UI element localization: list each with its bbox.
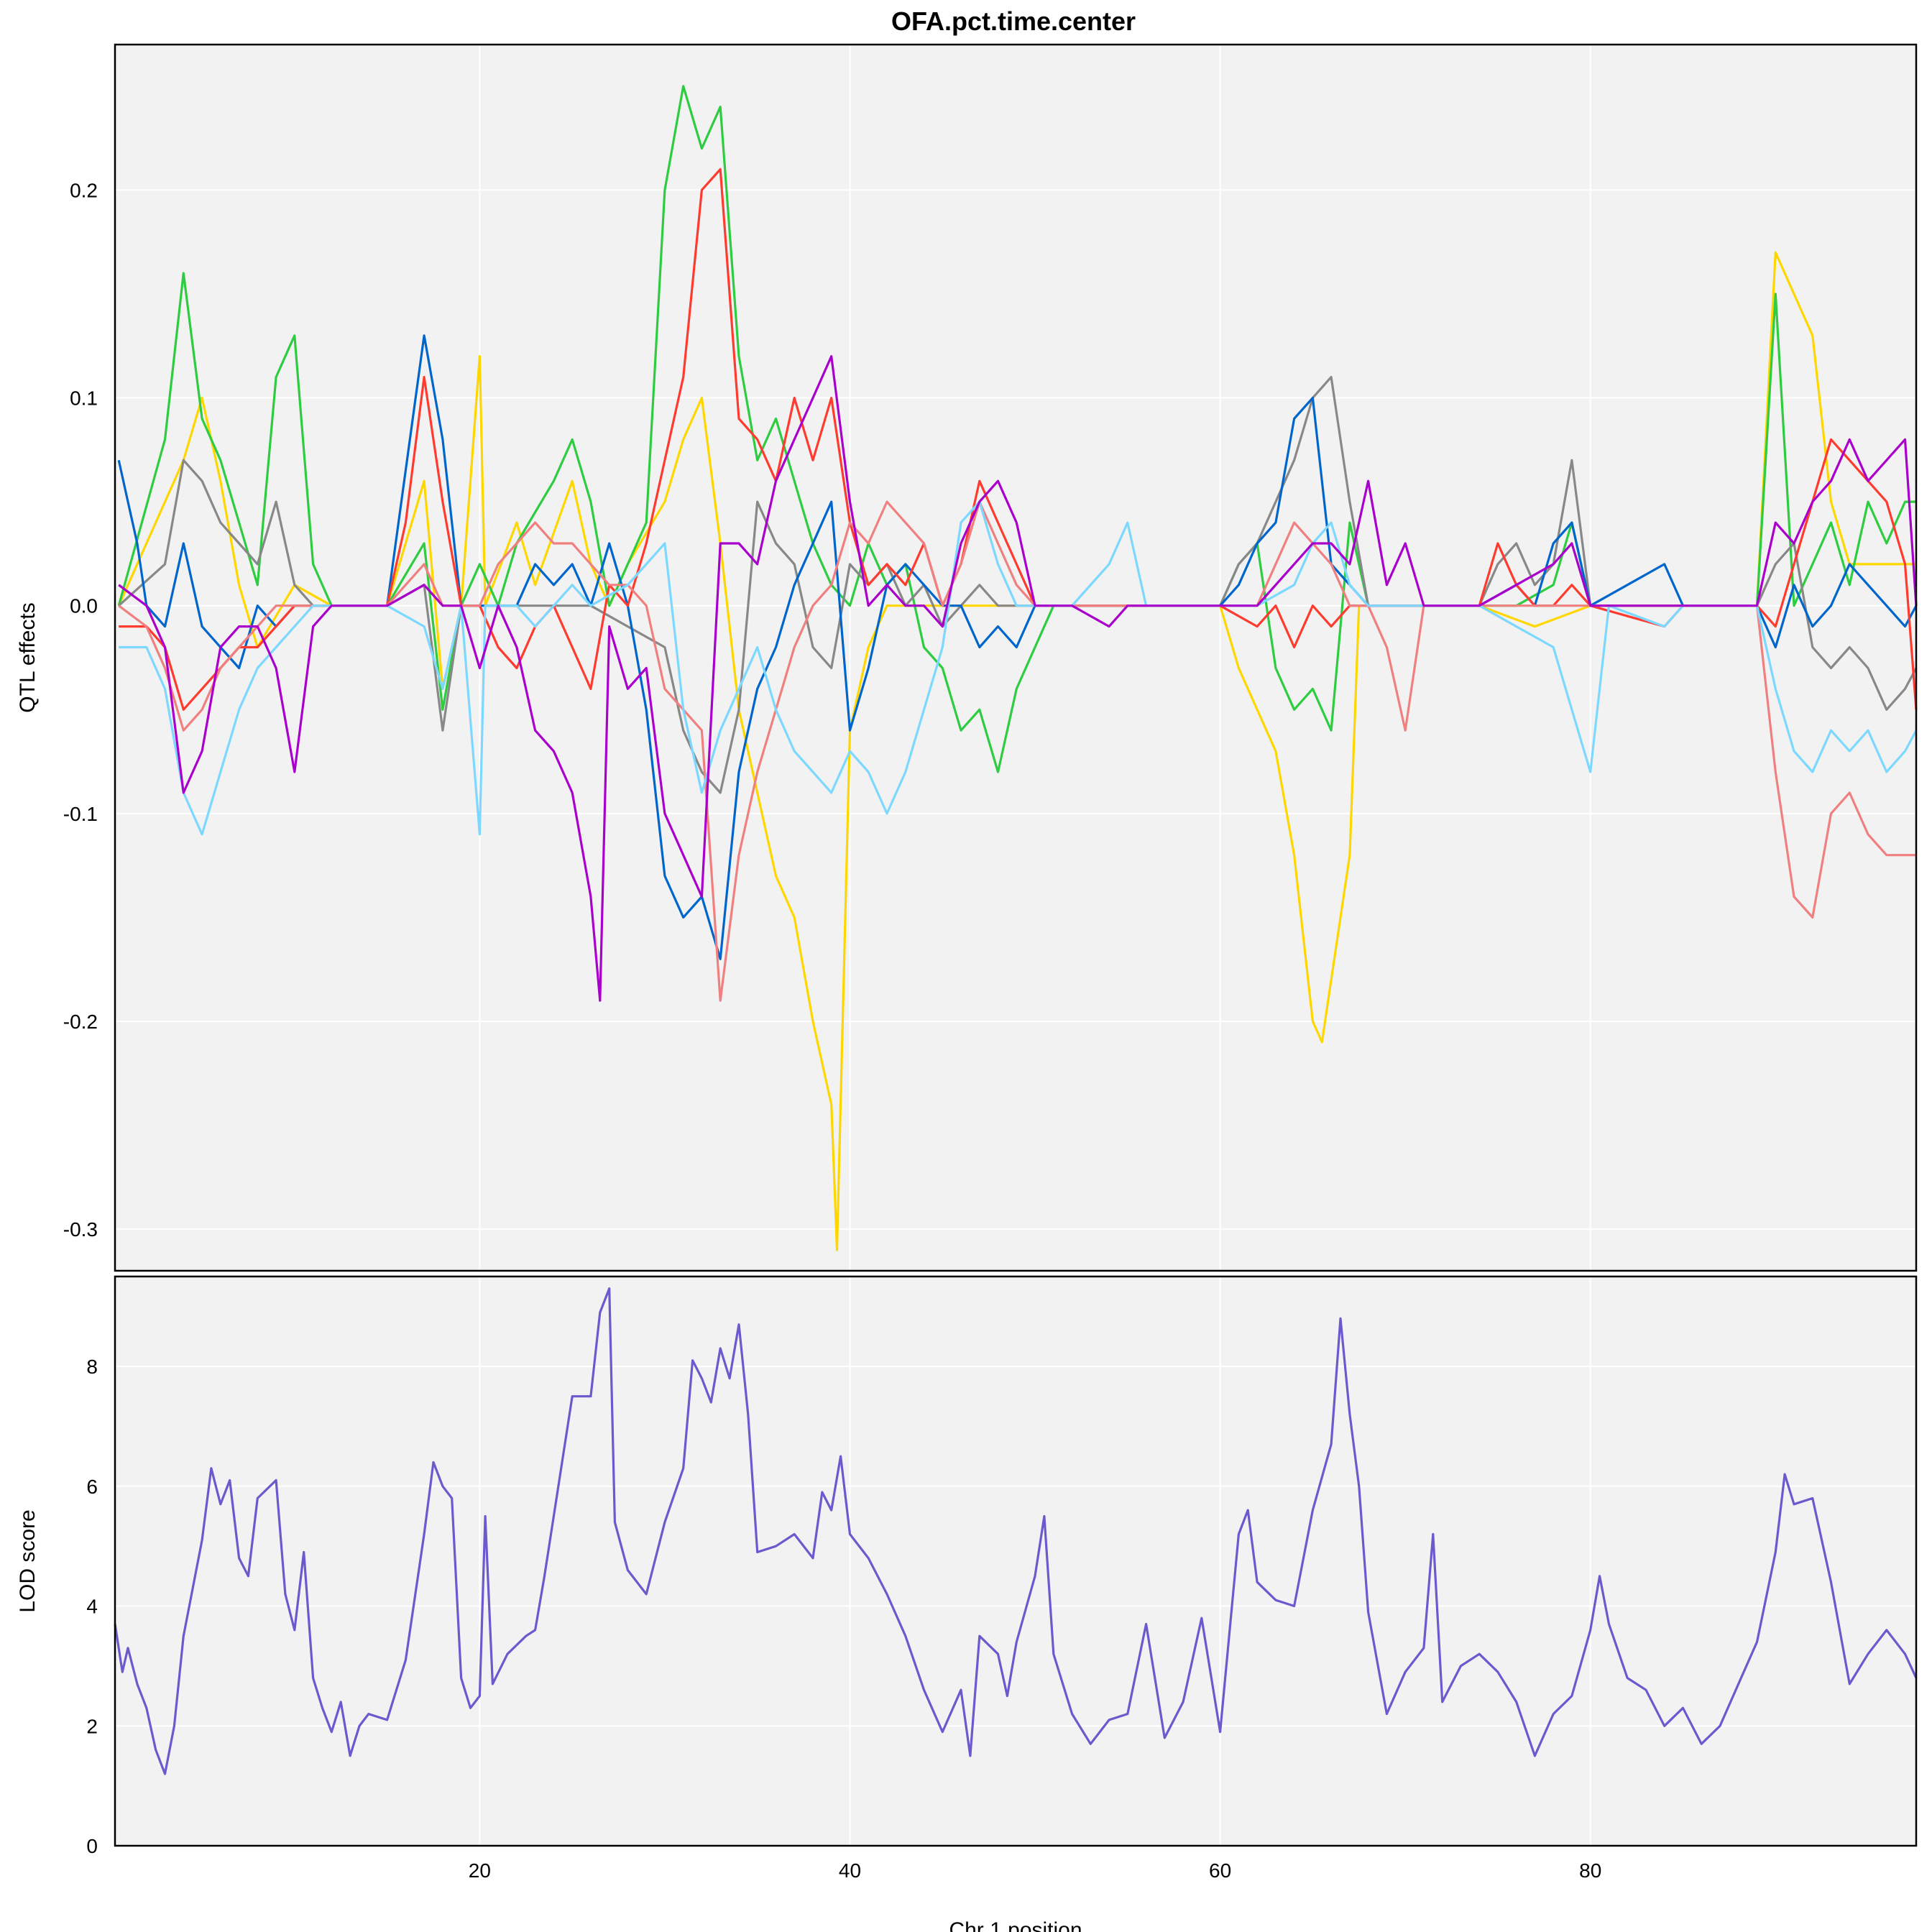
effects-plot-frame (114, 43, 1918, 1272)
y-tick-label: 4 (86, 1596, 98, 1618)
x-tick-label: 20 (469, 1859, 491, 1882)
y-tick-label: 0 (86, 1835, 98, 1857)
lod-series-group (114, 1287, 1918, 1775)
y-tick-label: 0.0 (70, 595, 98, 617)
lod-panel: 0 2 4 6 8 LOD score (16, 1275, 1918, 1857)
effects-series-group (117, 85, 1918, 1251)
x-tick-label: 40 (839, 1859, 861, 1882)
effects-panel: -0.3 -0.2 -0.1 0.0 0.1 0.2 QTL effects (16, 43, 1918, 1272)
y-tick-label: 0.1 (70, 387, 98, 410)
lod-y-axis-title: LOD score (16, 1509, 40, 1612)
series-line-purple (118, 355, 1918, 1002)
y-tick-label: 0.2 (70, 179, 98, 201)
x-axis-title: Chr 1 position (949, 1918, 1082, 1932)
chart-title: OFA.pct.time.center (891, 6, 1136, 36)
effects-gridlines (115, 45, 1916, 1271)
y-tick-label: -0.3 (63, 1218, 98, 1241)
effects-y-axis-title: QTL effects (16, 602, 40, 712)
lod-plot-background (115, 1276, 1916, 1846)
y-tick-label: -0.1 (63, 803, 98, 825)
y-tick-label: 8 (86, 1356, 98, 1378)
effects-plot-background (115, 45, 1916, 1271)
series-line-lightskyblue (119, 500, 1918, 836)
lod-plot-frame (114, 1275, 1918, 1847)
series-line-red (119, 167, 1918, 711)
series-line-lightcoral (118, 500, 1916, 1002)
series-line-lod (114, 1287, 1918, 1775)
y-tick-label: 2 (86, 1715, 98, 1737)
x-tick-label: 60 (1209, 1859, 1231, 1882)
x-tick-label: 80 (1579, 1859, 1601, 1882)
y-tick-label: -0.2 (63, 1011, 98, 1033)
effects-y-tick-labels: -0.3 -0.2 -0.1 0.0 0.1 0.2 (63, 179, 98, 1241)
y-tick-label: 6 (86, 1476, 98, 1498)
x-tick-labels: 20 40 60 80 (469, 1859, 1601, 1882)
lod-y-tick-labels: 0 2 4 6 8 (86, 1356, 98, 1857)
